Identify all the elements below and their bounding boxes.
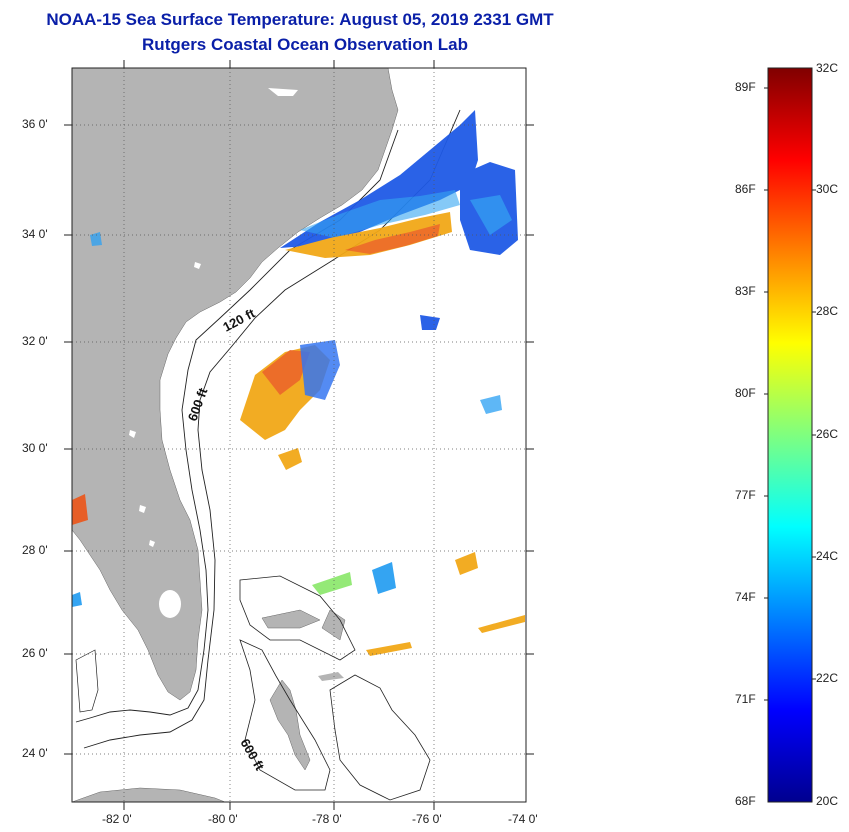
map-title: NOAA-15 Sea Surface Temperature: August … bbox=[46, 10, 554, 29]
inland-lake bbox=[129, 430, 136, 438]
contour-keys bbox=[75, 649, 99, 713]
land-bahamas bbox=[269, 679, 311, 771]
colorbar-scale bbox=[767, 67, 813, 803]
contour-bahamas bbox=[239, 575, 356, 661]
lon-label: -82 0' bbox=[102, 812, 132, 826]
contour-label-600ft-south: 600 ft bbox=[237, 736, 267, 773]
lon-label: -76 0' bbox=[412, 812, 442, 826]
colorbar-c-label: 20C bbox=[816, 794, 839, 808]
contour-600ft bbox=[83, 109, 461, 749]
land-bahamas bbox=[261, 609, 321, 629]
colorbar-c-label: 32C bbox=[816, 61, 839, 75]
lat-label: 28 0' bbox=[22, 543, 48, 557]
map-frame bbox=[71, 67, 527, 803]
colorbar-c-label: 28C bbox=[816, 304, 839, 318]
inland-lake bbox=[139, 505, 146, 513]
colorbar-f-label: 68F bbox=[735, 794, 756, 808]
colorbar-ticks bbox=[764, 87, 816, 701]
colorbar-f-label: 74F bbox=[735, 590, 756, 604]
lat-label: 26 0' bbox=[22, 646, 48, 660]
lon-label: -78 0' bbox=[312, 812, 342, 826]
contour-label-120ft: 120 ft bbox=[220, 305, 258, 335]
map-subtitle: Rutgers Coastal Ocean Observation Lab bbox=[142, 35, 468, 54]
inland-lake bbox=[194, 262, 201, 269]
colorbar-f-label: 71F bbox=[735, 692, 756, 706]
contour-bahamas bbox=[329, 674, 431, 801]
colorbar-f-label: 77F bbox=[735, 488, 756, 502]
contour-label-600ft: 600 ft bbox=[185, 385, 211, 423]
lat-label: 24 0' bbox=[22, 746, 48, 760]
inland-lake bbox=[149, 540, 155, 547]
land-bahamas bbox=[318, 672, 344, 681]
lat-label: 36 0' bbox=[22, 117, 48, 131]
colorbar-c-label: 22C bbox=[816, 671, 839, 685]
lat-label: 32 0' bbox=[22, 334, 48, 348]
contour-120ft bbox=[75, 129, 399, 723]
land-bahamas bbox=[321, 609, 346, 641]
axis-ticks bbox=[64, 60, 534, 810]
inland-lake bbox=[268, 88, 298, 96]
lon-label: -74 0' bbox=[508, 812, 538, 826]
land-cuba bbox=[72, 787, 226, 802]
colorbar-c-label: 24C bbox=[816, 549, 839, 563]
colorbar-f-label: 89F bbox=[735, 80, 756, 94]
contour-bahamas bbox=[239, 639, 331, 791]
lat-label: 30 0' bbox=[22, 441, 48, 455]
colorbar-c-label: 26C bbox=[816, 427, 839, 441]
colorbar-f-label: 83F bbox=[735, 284, 756, 298]
colorbar-f-label: 86F bbox=[735, 182, 756, 196]
colorbar-f-label: 80F bbox=[735, 386, 756, 400]
lon-label: -80 0' bbox=[208, 812, 238, 826]
lake-okeechobee bbox=[159, 590, 181, 618]
lat-label: 34 0' bbox=[22, 227, 48, 241]
colorbar-c-label: 30C bbox=[816, 182, 839, 196]
land-mainland bbox=[72, 68, 399, 701]
